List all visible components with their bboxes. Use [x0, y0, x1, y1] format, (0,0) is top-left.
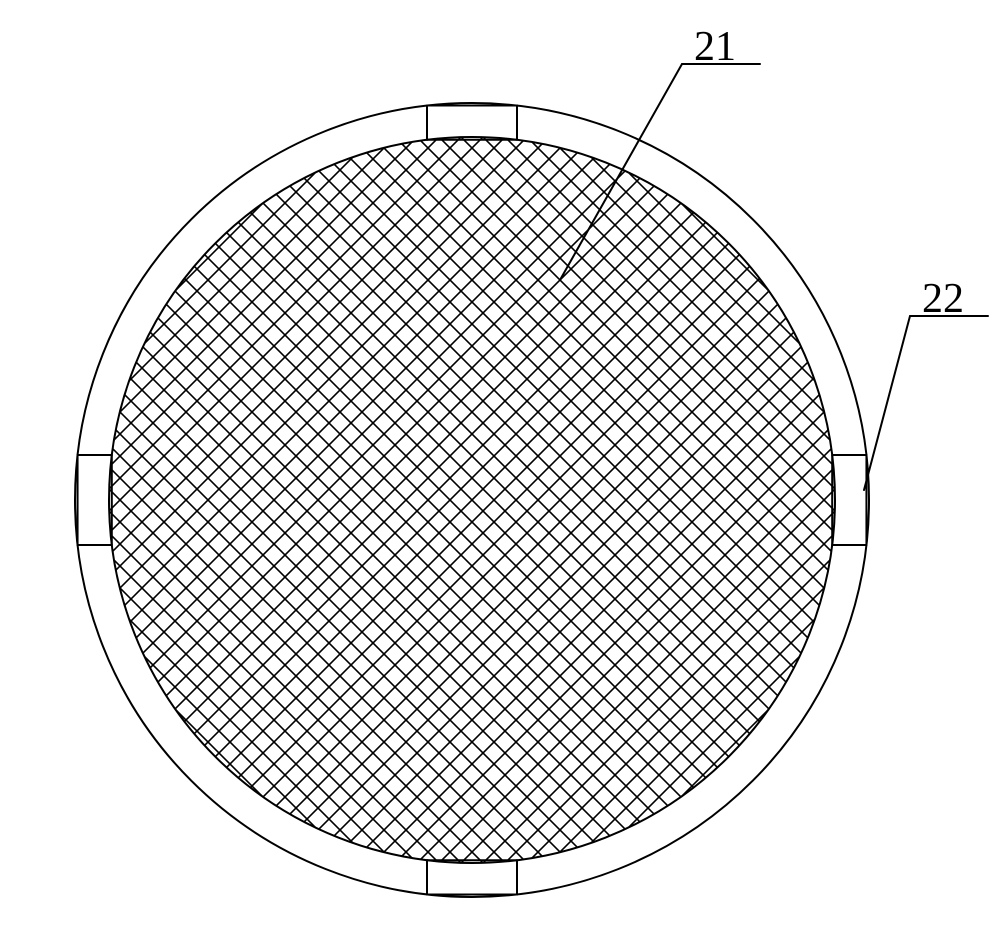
label-22: 22	[864, 276, 988, 490]
label-21-text: 21	[694, 24, 736, 70]
leader-line	[864, 316, 910, 490]
label-21: 21	[560, 24, 760, 280]
crosshatch-fill	[87, 0, 857, 943]
label-22-text: 22	[922, 276, 964, 322]
leader-line	[560, 64, 682, 280]
